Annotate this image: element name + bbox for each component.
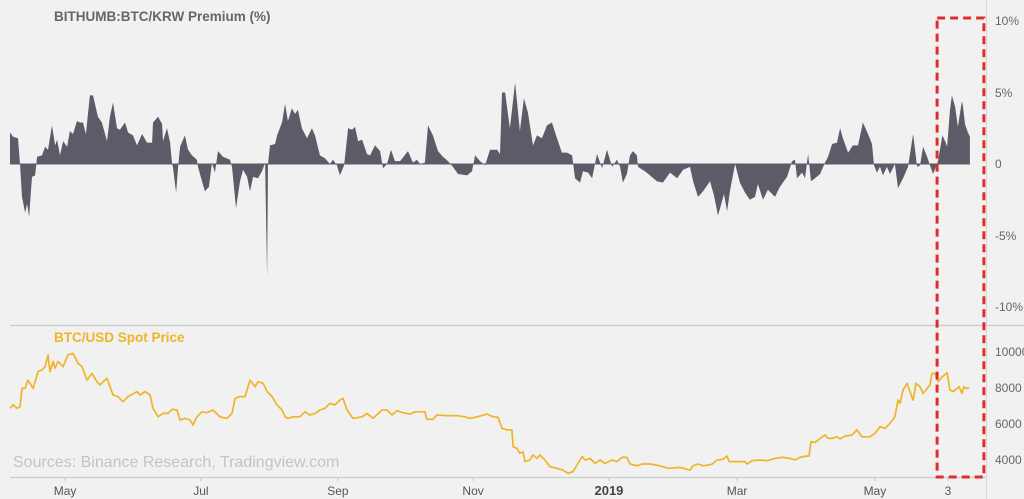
highlight-dashed-box: [935, 16, 986, 479]
y-tick-label: -10%: [995, 300, 1024, 314]
premium-chart-title: BITHUMB:BTC/KRW Premium (%): [54, 9, 271, 24]
y-tick-label: 0: [995, 157, 1002, 171]
x-tick-label: Sep: [327, 484, 349, 498]
source-note: Sources: Binance Research, Tradingview.c…: [13, 454, 340, 471]
price-line-series: [9, 352, 970, 475]
y-tick-label: 5%: [995, 85, 1013, 100]
x-axis-ticks: [64, 477, 949, 481]
y-tick-label: 10000: [995, 345, 1024, 359]
premium-area-series: [10, 82, 970, 277]
y-tick-label: 8000: [995, 381, 1022, 395]
price-chart-title: BTC/USD Spot Price: [54, 330, 185, 345]
x-tick-label: Jul: [193, 484, 209, 498]
x-tick-label: 3: [944, 484, 952, 498]
y-tick-label: 10%: [995, 14, 1020, 28]
y-tick-label: -5%: [995, 228, 1017, 243]
y-tick-label: 4000: [995, 453, 1022, 467]
x-tick-label: May: [863, 484, 887, 498]
x-tick-label: May: [53, 484, 77, 498]
x-tick-label: Mar: [726, 484, 748, 498]
x-tick-label: 2019: [594, 483, 624, 498]
y-tick-label: 6000: [995, 417, 1022, 431]
x-tick-label: Nov: [462, 484, 484, 498]
